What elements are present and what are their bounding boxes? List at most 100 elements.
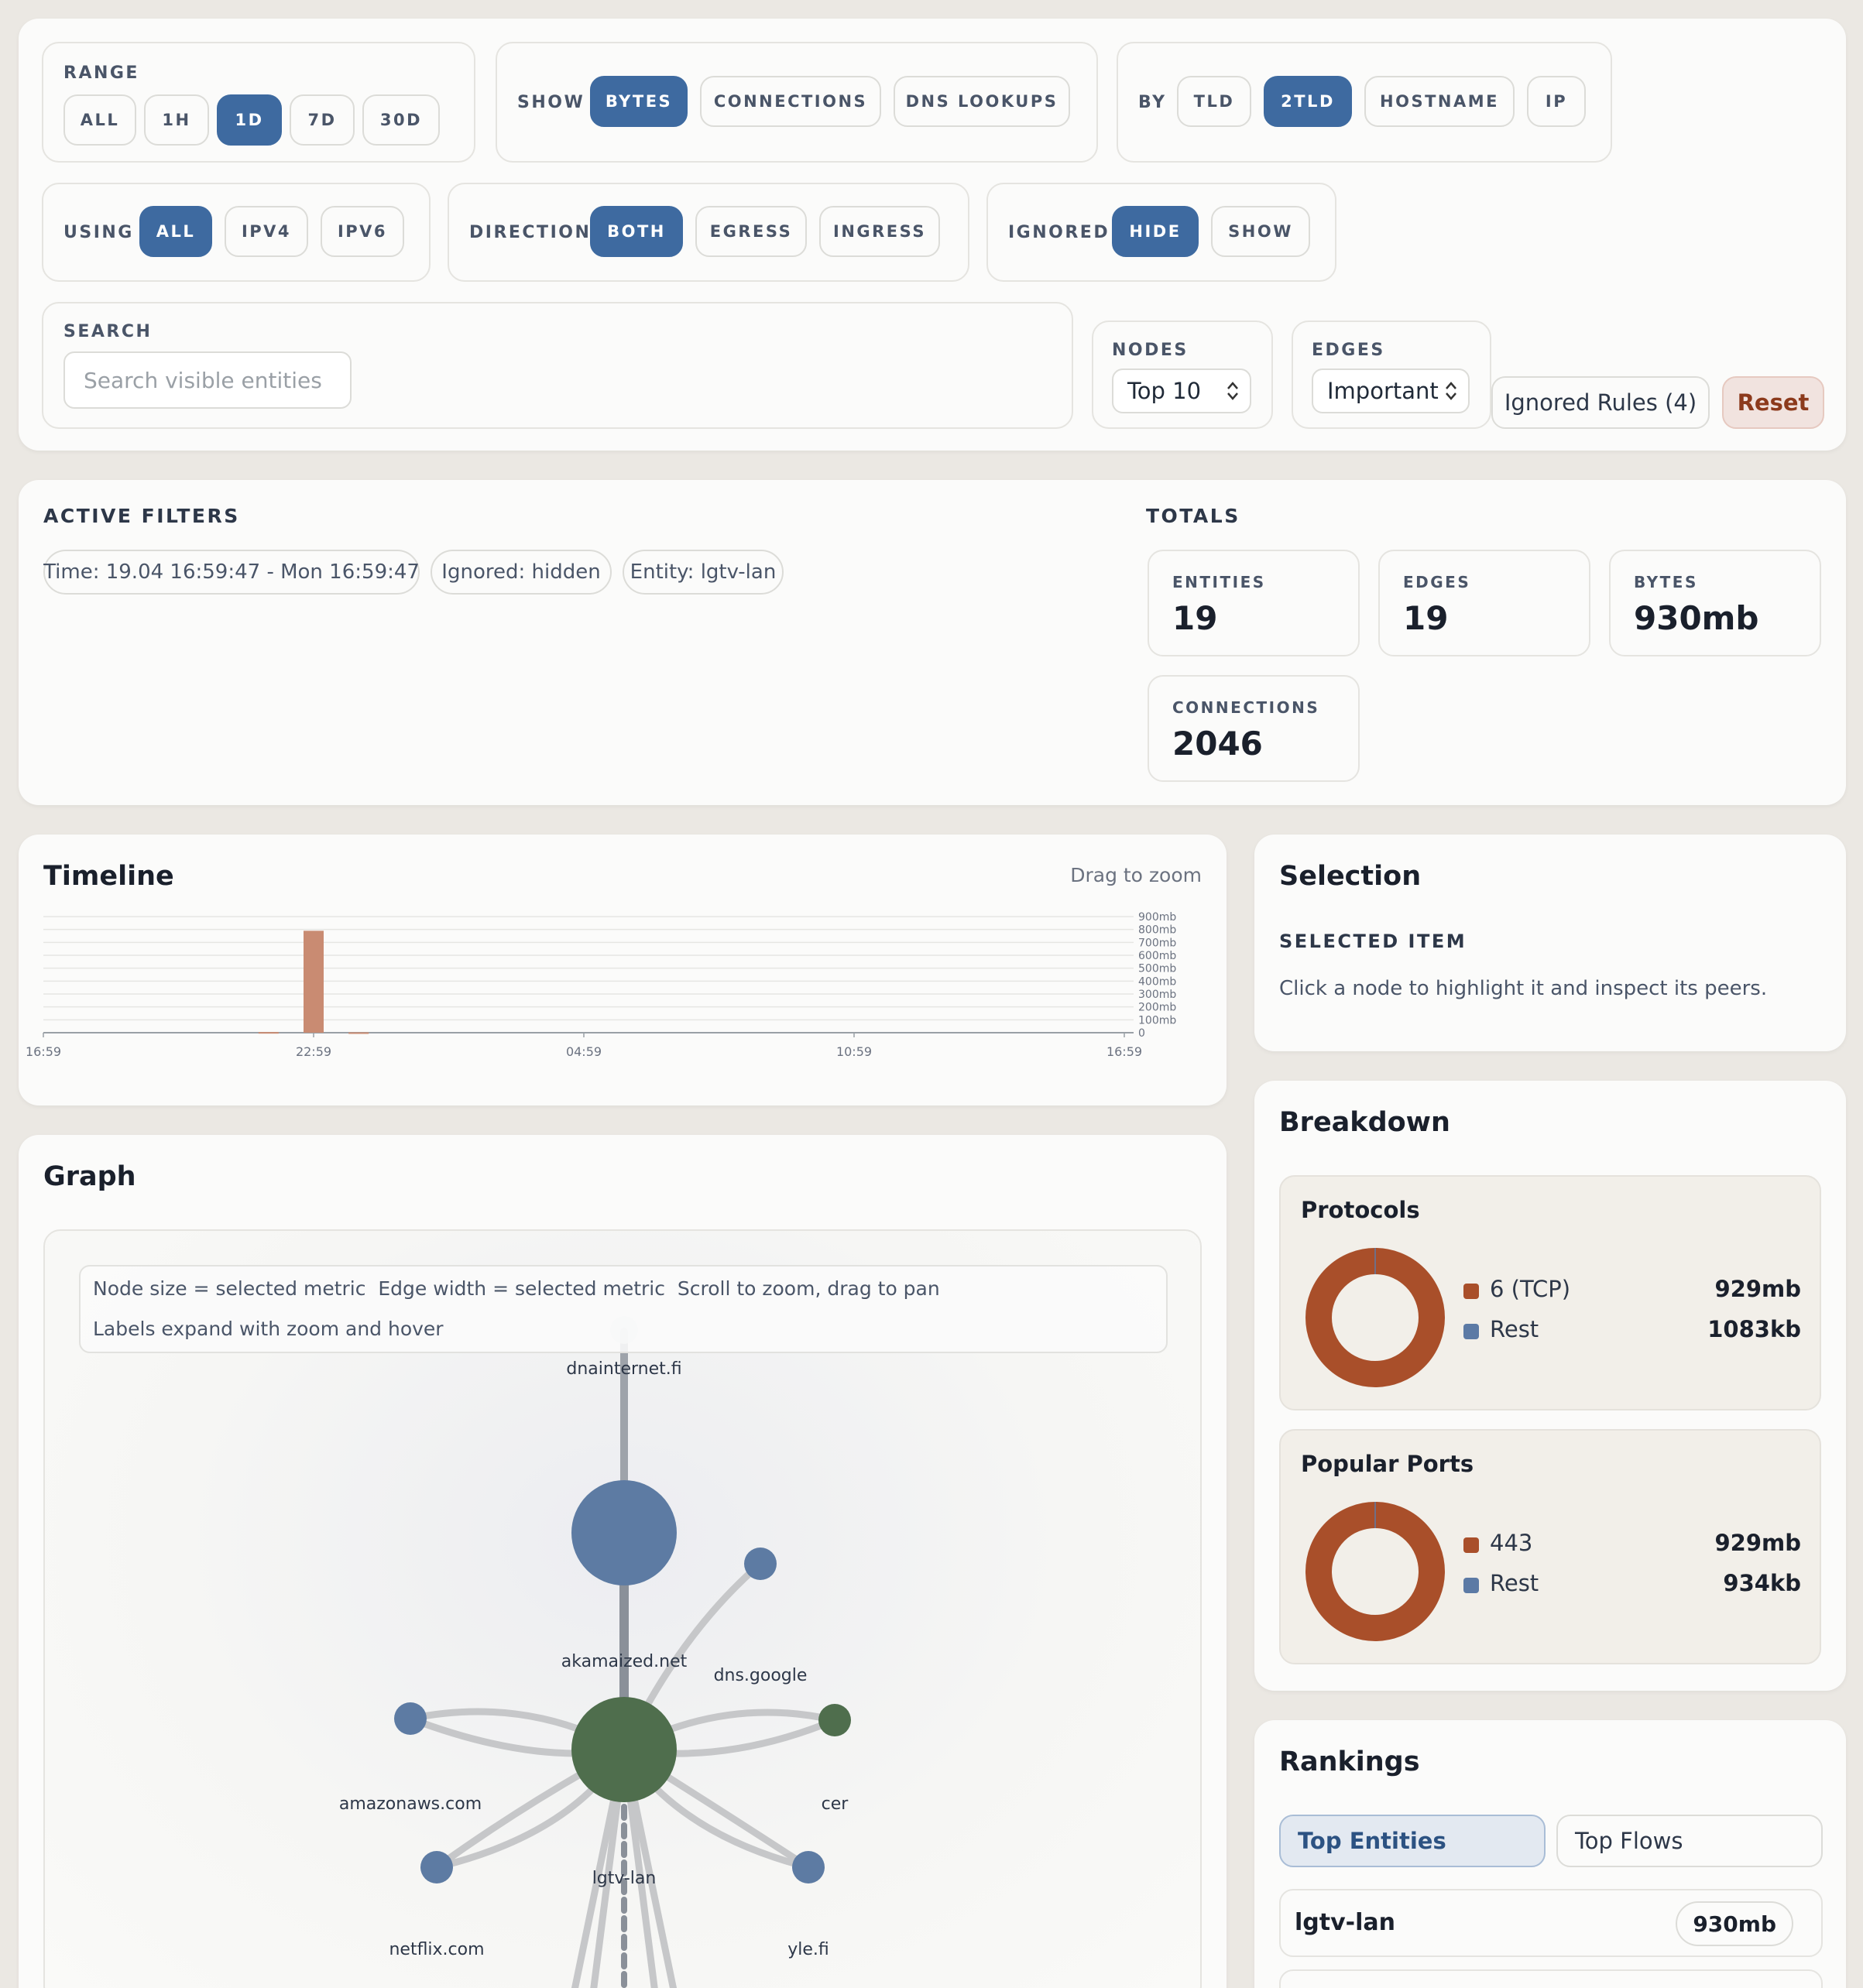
selection-subtitle: SELECTED ITEM — [1279, 931, 1467, 952]
range-1h-button[interactable]: 1H — [144, 94, 209, 146]
stat-connections-value: 2046 — [1172, 725, 1263, 763]
y-tick-label: 800mb — [1138, 924, 1176, 937]
y-tick-label: 0 — [1138, 1027, 1145, 1040]
timeline-hint: Drag to zoom — [1070, 864, 1202, 886]
edges-select-value: Important — [1327, 378, 1439, 404]
legend-name: 443 — [1490, 1530, 1533, 1556]
legend-name: Rest — [1490, 1570, 1539, 1596]
tab-top-flows[interactable]: Top Flows — [1556, 1815, 1823, 1867]
graph-label-amazonaws[interactable]: amazonaws.com — [338, 1794, 482, 1814]
timeline-chart[interactable]: 900mb800mb700mb600mb500mb400mb300mb200mb… — [19, 835, 1227, 1105]
ports-panel: Popular Ports 443 929mb Rest 934kb — [1279, 1429, 1821, 1664]
timeline-bar — [258, 1032, 279, 1034]
direction-egress-button[interactable]: EGRESS — [695, 206, 807, 257]
direction-ingress-button[interactable]: INGRESS — [819, 206, 940, 257]
filter-chip-time[interactable]: Time: 19.04 16:59:47 - Mon 16:59:47 — [43, 550, 420, 595]
graph-label-netflix[interactable]: netflix.com — [389, 1940, 485, 1959]
reset-button[interactable]: Reset — [1722, 376, 1824, 429]
by-hostname-button[interactable]: HOSTNAME — [1364, 76, 1515, 127]
stat-entities: ENTITIES 19 — [1148, 550, 1360, 656]
legend-name: 6 (TCP) — [1490, 1276, 1571, 1302]
protocols-donut — [1305, 1248, 1445, 1387]
using-all-button[interactable]: ALL — [139, 206, 212, 257]
graph-label-akamaized[interactable]: akamaized.net — [561, 1652, 688, 1671]
range-label: RANGE — [63, 63, 139, 83]
ignored-label: IGNORED — [1008, 223, 1110, 242]
legend-swatch — [1463, 1537, 1479, 1553]
x-tick-label: 16:59 — [1106, 1044, 1142, 1059]
ignored-hide-button[interactable]: HIDE — [1112, 206, 1199, 257]
direction-both-button[interactable]: BOTH — [590, 206, 683, 257]
stat-bytes-value: 930mb — [1634, 599, 1759, 637]
show-group: SHOW BYTES CONNECTIONS DNS LOOKUPS — [496, 42, 1098, 163]
node-lgtv-lan — [571, 1697, 677, 1802]
selection-hint: Click a node to highlight it and inspect… — [1279, 977, 1768, 1000]
range-7d-button[interactable]: 7D — [290, 94, 355, 146]
breakdown-title: Breakdown — [1279, 1107, 1450, 1138]
stat-entities-label: ENTITIES — [1172, 573, 1266, 591]
search-input[interactable]: Search visible entities — [63, 351, 352, 409]
ignored-show-button[interactable]: SHOW — [1211, 206, 1310, 257]
stat-connections-label: CONNECTIONS — [1172, 698, 1320, 717]
ports-donut — [1305, 1502, 1445, 1641]
using-label: USING — [63, 223, 134, 242]
nodes-select-value: Top 10 — [1127, 378, 1202, 404]
using-ipv4-button[interactable]: IPV4 — [225, 206, 308, 257]
y-tick-label: 900mb — [1138, 911, 1176, 924]
y-tick-label: 500mb — [1138, 963, 1176, 975]
by-tld-button[interactable]: TLD — [1177, 76, 1251, 127]
show-dns-button[interactable]: DNS LOOKUPS — [894, 76, 1070, 127]
legend-value: 929mb — [1714, 1530, 1801, 1556]
ranking-row[interactable]: lgtv-lan 930mb — [1279, 1889, 1823, 1957]
rankings-card: Rankings Top Entities Top Flows lgtv-lan… — [1254, 1720, 1846, 1988]
rankings-title: Rankings — [1279, 1746, 1420, 1777]
graph-label-lgtv-lan[interactable]: lgtv-lan — [592, 1869, 657, 1888]
ranking-row[interactable] — [1279, 1969, 1823, 1988]
range-30d-button[interactable]: 30D — [362, 94, 440, 146]
y-tick-label: 700mb — [1138, 937, 1176, 949]
y-tick-label: 200mb — [1138, 1002, 1176, 1014]
legend-swatch — [1463, 1284, 1479, 1299]
legend-value: 934kb — [1723, 1570, 1801, 1596]
ignored-rules-button[interactable]: Ignored Rules (4) — [1491, 376, 1710, 429]
breakdown-card: Breakdown Protocols 6 (TCP) 929mb Rest 1… — [1254, 1081, 1846, 1691]
graph-canvas[interactable]: dnainternet.fi akamaized.net dns.google … — [43, 1229, 1202, 1988]
node-akamaized — [571, 1480, 677, 1585]
x-tick-label: 04:59 — [566, 1044, 602, 1059]
range-1d-button[interactable]: 1D — [217, 94, 282, 146]
show-bytes-button[interactable]: BYTES — [590, 76, 688, 127]
using-ipv6-button[interactable]: IPV6 — [321, 206, 404, 257]
using-group: USING ALL IPV4 IPV6 — [42, 183, 431, 282]
edges-group: EDGES Important — [1292, 320, 1491, 429]
ports-legend-443: 443 929mb — [1463, 1530, 1801, 1559]
graph-label-dns-google[interactable]: dns.google — [713, 1666, 808, 1685]
node-yle — [792, 1851, 825, 1883]
show-connections-button[interactable]: CONNECTIONS — [700, 76, 881, 127]
selection-card: Selection SELECTED ITEM Click a node to … — [1254, 835, 1846, 1051]
ranking-row-value: 930mb — [1676, 1901, 1793, 1946]
filter-chip-entity[interactable]: Entity: lgtv-lan — [623, 550, 784, 595]
stat-connections: CONNECTIONS 2046 — [1148, 675, 1360, 782]
by-group: BY TLD 2TLD HOSTNAME IP — [1117, 42, 1612, 163]
y-tick-label: 600mb — [1138, 950, 1176, 962]
legend-name: Rest — [1490, 1316, 1539, 1342]
graph-label-dnainternet[interactable]: dnainternet.fi — [566, 1359, 682, 1379]
stat-entities-value: 19 — [1172, 599, 1218, 637]
by-ip-button[interactable]: IP — [1527, 76, 1586, 127]
x-tick-label: 16:59 — [26, 1044, 61, 1059]
tab-top-entities[interactable]: Top Entities — [1279, 1815, 1546, 1867]
edges-select[interactable]: Important — [1312, 368, 1470, 413]
by-2tld-button[interactable]: 2TLD — [1264, 76, 1352, 127]
stat-bytes: BYTES 930mb — [1609, 550, 1821, 656]
graph-label-cer[interactable]: cer — [821, 1794, 849, 1814]
legend-value: 929mb — [1714, 1276, 1801, 1302]
node-cer — [818, 1704, 851, 1736]
stat-edges-value: 19 — [1403, 599, 1449, 637]
graph-label-yle[interactable]: yle.fi — [787, 1940, 829, 1959]
filter-chip-ignored[interactable]: Ignored: hidden — [431, 550, 612, 595]
range-all-button[interactable]: ALL — [63, 94, 136, 146]
direction-group: DIRECTION BOTH EGRESS INGRESS — [448, 183, 969, 282]
y-tick-label: 400mb — [1138, 975, 1176, 988]
ignored-group: IGNORED HIDE SHOW — [986, 183, 1336, 282]
nodes-select[interactable]: Top 10 — [1112, 368, 1251, 413]
